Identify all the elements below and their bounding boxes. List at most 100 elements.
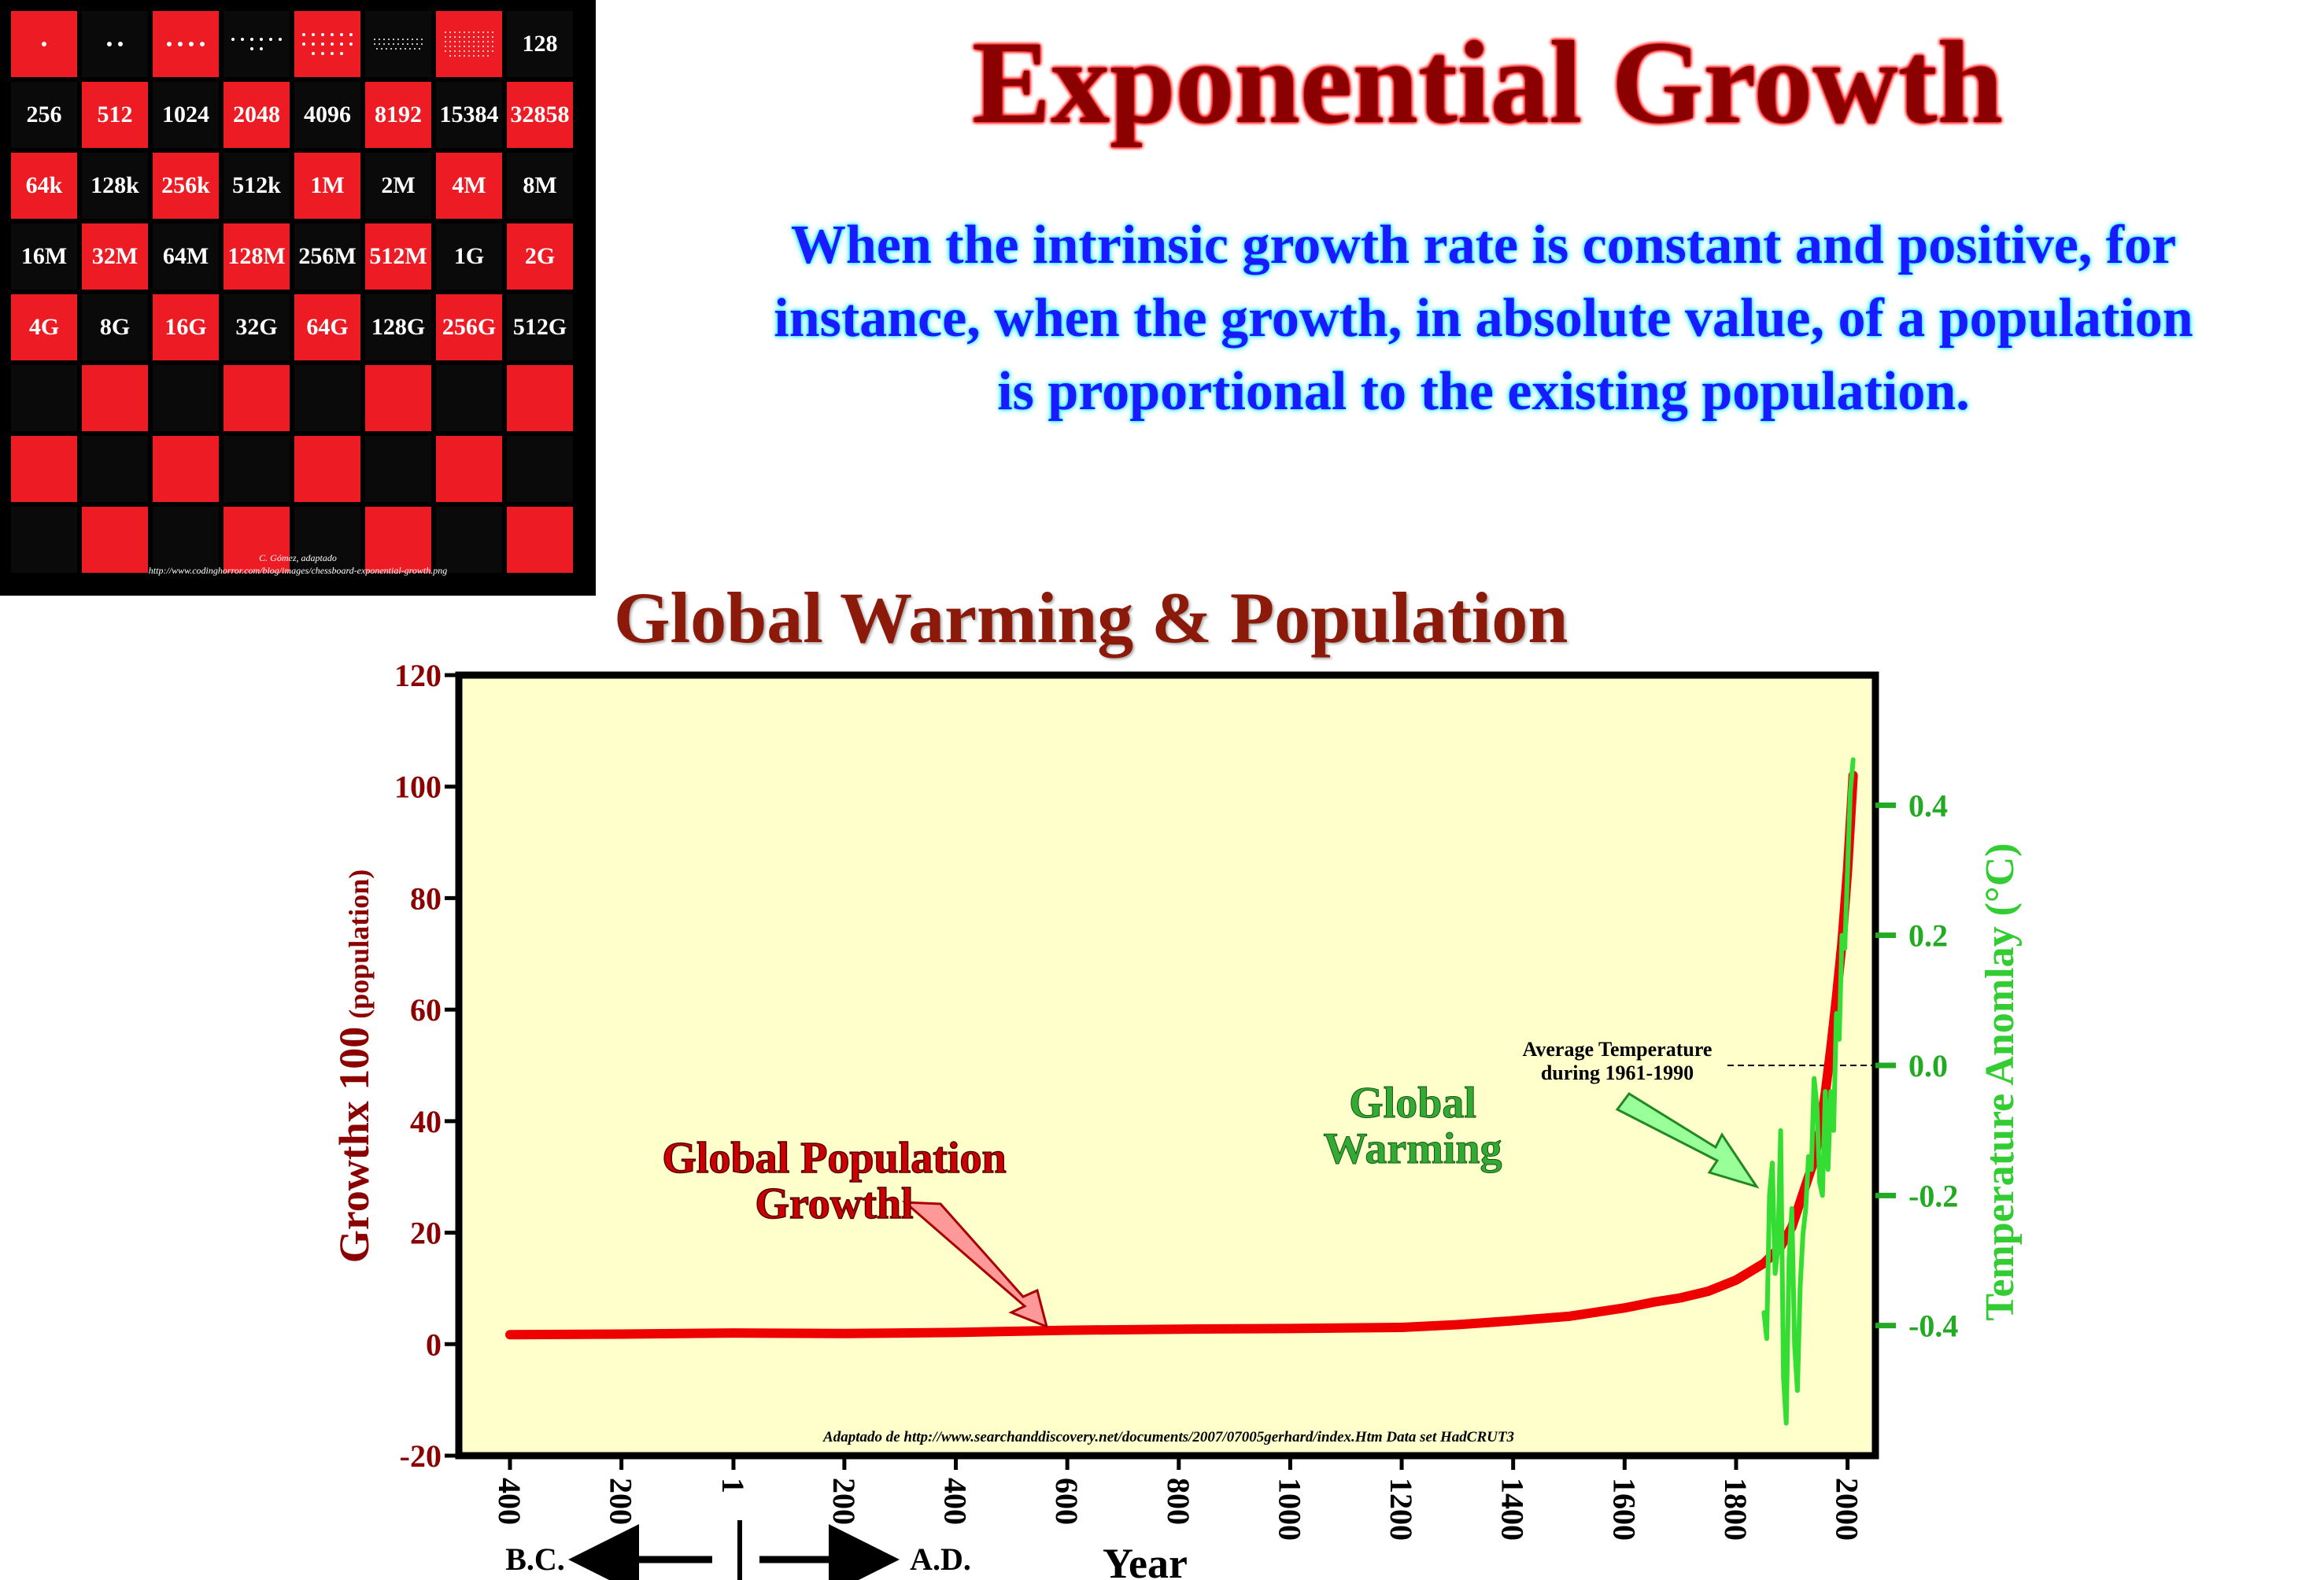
chessboard-cell: 32G [224,294,290,360]
grain-dot [449,31,451,33]
chessboard-cell [365,11,431,77]
population-annotation-line: Global Population [662,1134,1006,1183]
grain-dot [464,36,465,38]
grain-dot [464,55,465,57]
grain-dot [492,31,493,33]
chessboard-cell [224,365,290,431]
grain-dot [473,50,475,52]
chessboard-cell [507,507,573,573]
y-right-tick-label: 0.0 [1908,1048,1948,1083]
y-tick-label: 60 [410,992,442,1028]
grain-dot [331,42,334,46]
cell-label: 128G [371,314,426,340]
cell-label: 1G [453,243,485,269]
chessboard-cell: 512 [82,82,148,148]
chessboard-cell [365,436,431,502]
grain-dot [459,36,460,38]
grain-dot [331,52,334,55]
grain-dot [302,42,305,46]
chessboard-cell [11,436,77,502]
bc-label: B.C. [505,1541,565,1577]
grain-dot [482,36,484,38]
grain-dot [178,42,183,46]
y-tick-label: -20 [400,1438,442,1474]
chessboard-cell [82,365,148,431]
cell-label: 64M [162,243,209,269]
grain-dot [421,43,423,45]
grain-dot [482,46,484,47]
grain-dot [468,46,470,47]
reference-label-line: during 1961-1990 [1541,1061,1694,1084]
grain-dot [482,31,484,33]
grain-dot [388,39,390,40]
cell-label: 4G [28,314,60,340]
chessboard-cell: 2M [365,153,431,219]
chessboard-cell: 512k [224,153,290,219]
grain-dot [250,47,253,50]
x-tick-label: 1 [715,1478,751,1493]
grain-dot [473,46,475,47]
grain-dot [393,43,394,45]
chessboard-cell: 16M [11,223,77,290]
warming-annotation-line: Warming [1323,1124,1502,1173]
grain-dot [459,31,460,33]
grain-dot [383,43,385,45]
grain-dot [473,55,475,57]
cell-label: 512M [369,243,427,269]
grain-dot [454,46,456,47]
source-credit: Adaptado de http://www.searchanddiscover… [822,1429,1514,1445]
board-credit-line: C. Gómez, adaptado [259,552,337,563]
grain-dot [459,41,460,42]
grain-dot [376,48,378,50]
grain-dot [464,41,465,42]
grain-dot [397,43,399,45]
grain-dot [464,50,465,52]
population-arrow-icon [901,1201,1049,1329]
chart-title: Global Warming & Population [614,578,1568,658]
grain-dot [478,36,479,38]
chessboard-cell [294,436,360,502]
grain-dot [231,38,235,41]
grain-dot [260,38,263,41]
chessboard-cell: 64k [11,153,77,219]
y-axis-right-title: Temperature Anomlay (°C) [1978,843,2023,1320]
y-tick-label: 20 [410,1216,442,1251]
x-tick-label: 400 [492,1478,527,1525]
axes-layer: -20 0 20 40 60 80 100 120 -0.4 -0.2 0.0 0.2 0.4 400 20… [394,658,1958,1541]
grain-dot [107,42,112,46]
grain-dot [487,36,489,38]
grain-dot [340,42,343,46]
y-tick-label: 80 [410,880,442,916]
chessboard-cell [82,11,148,77]
grain-dot [189,42,194,46]
y-tick-label: 100 [394,770,442,805]
grain-pile [294,11,360,77]
chessboard-cell [153,436,219,502]
board-credit-line: http://www.codinghorror.com/blog/images/… [148,565,448,576]
chessboard-cell: 256M [294,223,360,290]
grain-dot [487,46,489,47]
grain-dot [445,50,446,52]
chessboard-cell: 64G [294,294,360,360]
cell-label: 256G [442,314,497,340]
grain-dot [405,48,406,50]
chessboard-panel: 128 256 512 1024 2048 4096 8192 15384 32858 64k 12… [0,0,596,596]
x-tick-label: 2000 [1830,1478,1865,1541]
cell-label: 128M [227,243,286,269]
grain-dot [118,42,123,46]
chessboard-cell: 256 [11,82,77,148]
grain-dot [381,48,382,50]
grain-pile [153,11,219,77]
subtitle-line: is proportional to the existing populati… [997,361,1970,422]
chessboard-cell: 256k [153,153,219,219]
cell-label: 2048 [233,102,280,127]
grain-dot [331,33,334,36]
chessboard-cell: 2G [507,223,573,290]
grain-dot [459,50,460,52]
grain-dot [269,38,272,41]
chessboard-cell [224,11,290,77]
y-right-tick-label: 0.2 [1908,918,1948,954]
chessboard-cell [436,11,502,77]
page-title: Exponential Growth [972,17,2003,148]
grain-dot [349,42,353,46]
